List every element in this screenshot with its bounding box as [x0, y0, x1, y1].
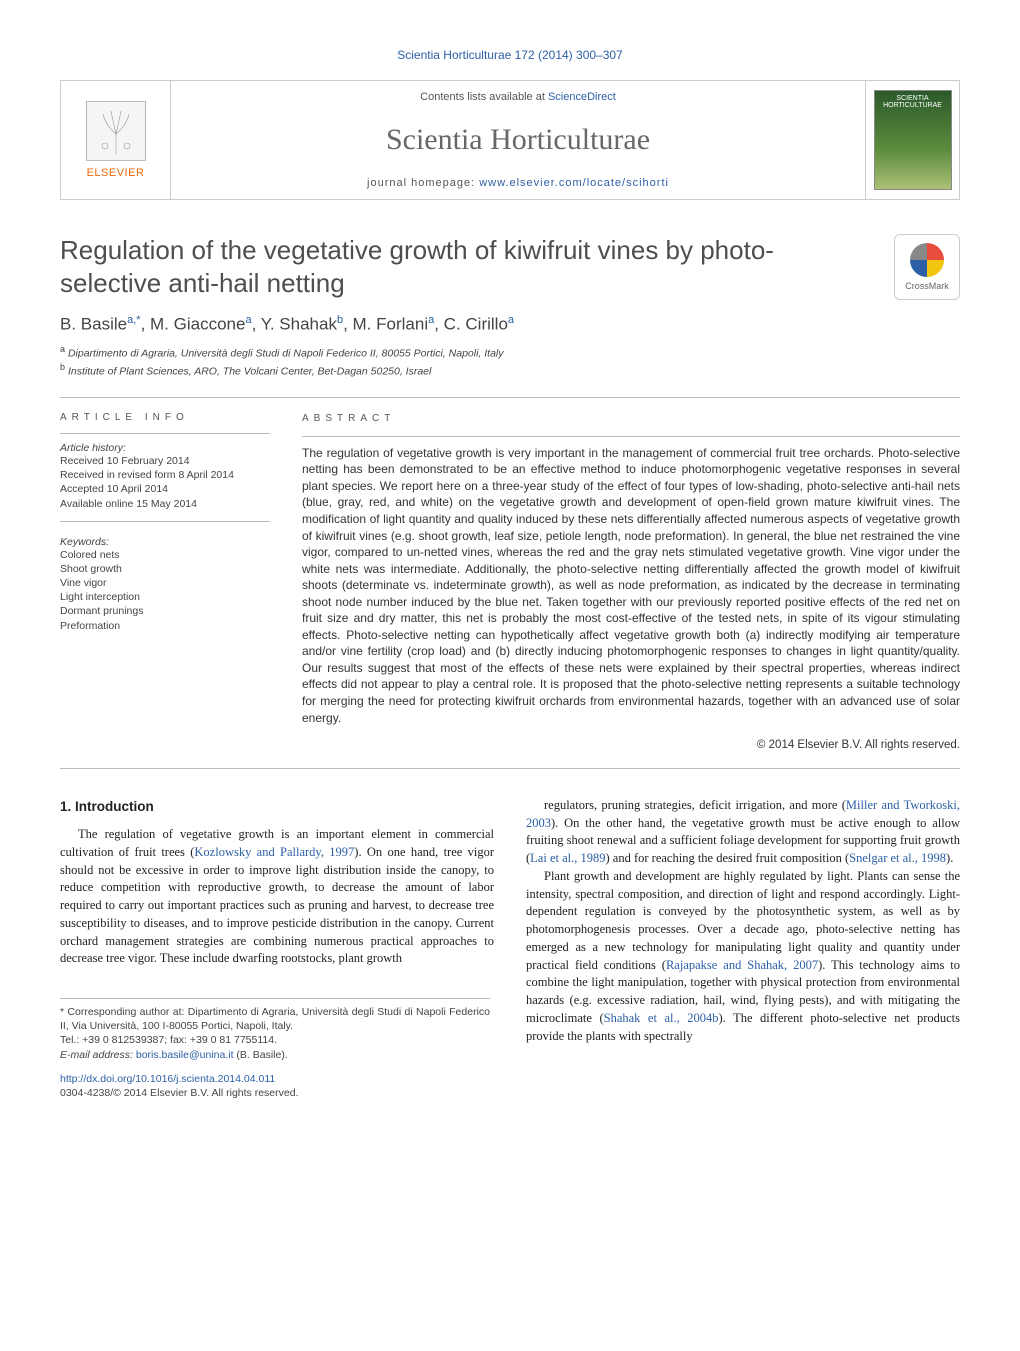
abstract-copyright: © 2014 Elsevier B.V. All rights reserved…: [302, 738, 960, 754]
journal-name: Scientia Horticulturae: [386, 123, 650, 157]
divider: [60, 521, 270, 522]
abstract-text: The regulation of vegetative growth is v…: [302, 445, 960, 726]
citation-link[interactable]: Lai et al., 1989: [530, 851, 605, 865]
keyword: Preformation: [60, 619, 270, 633]
history-line: Available online 15 May 2014: [60, 497, 270, 511]
keyword: Dormant prunings: [60, 604, 270, 618]
contents-available-line: Contents lists available at ScienceDirec…: [420, 91, 616, 103]
homepage-prefix: journal homepage:: [367, 177, 479, 189]
journal-homepage-link[interactable]: www.elsevier.com/locate/scihorti: [479, 177, 669, 189]
abstract-heading: abstract: [302, 412, 960, 426]
history-line: Received in revised form 8 April 2014: [60, 468, 270, 482]
footnotes-block: * Corresponding author at: Dipartimento …: [60, 998, 490, 1062]
email-label: E-mail address:: [60, 1049, 136, 1061]
corresponding-email-link[interactable]: boris.basile@unina.it: [136, 1049, 234, 1061]
email-suffix: (B. Basile).: [234, 1049, 288, 1061]
crossmark-label: CrossMark: [905, 281, 949, 291]
citation-link[interactable]: Snelgar et al., 1998: [849, 851, 946, 865]
elsevier-tree-icon: [86, 101, 146, 161]
body-two-column: 1. Introduction The regulation of vegeta…: [60, 797, 960, 1100]
body-right-column: regulators, pruning strategies, deficit …: [526, 797, 960, 1100]
history-line: Accepted 10 April 2014: [60, 482, 270, 496]
corresponding-author-note: * Corresponding author at: Dipartimento …: [60, 1005, 490, 1033]
affiliations-block: a Dipartimento di Agraria, Università de…: [60, 343, 960, 379]
running-head: Scientia Horticulturae 172 (2014) 300–30…: [60, 48, 960, 62]
doi-block: http://dx.doi.org/10.1016/j.scienta.2014…: [60, 1072, 494, 1100]
author-list: B. Basilea,*, M. Giacconea, Y. Shahakb, …: [60, 314, 960, 335]
divider: [60, 397, 960, 398]
abstract-column: abstract The regulation of vegetative gr…: [302, 412, 960, 754]
history-line: Received 10 February 2014: [60, 454, 270, 468]
citation-link[interactable]: Shahak et al., 2004b: [604, 1011, 719, 1025]
citation-link[interactable]: Kozlowsky and Pallardy, 1997: [194, 845, 354, 859]
publisher-name: ELSEVIER: [87, 167, 145, 179]
contact-email-line: E-mail address: boris.basile@unina.it (B…: [60, 1048, 490, 1062]
keywords-label: Keywords:: [60, 536, 270, 548]
journal-cover-thumbnail: SCIENTIA HORTICULTURAE: [874, 90, 952, 190]
keyword: Light interception: [60, 590, 270, 604]
keyword: Vine vigor: [60, 576, 270, 590]
article-title: Regulation of the vegetative growth of k…: [60, 234, 840, 299]
journal-masthead: ELSEVIER Contents lists available at Sci…: [60, 80, 960, 200]
citation-link[interactable]: Rajapakse and Shahak, 2007: [666, 958, 818, 972]
crossmark-icon: [910, 243, 944, 277]
crossmark-badge[interactable]: CrossMark: [894, 234, 960, 300]
body-paragraph: regulators, pruning strategies, deficit …: [526, 797, 960, 868]
affiliation-line: b Institute of Plant Sciences, ARO, The …: [60, 361, 960, 379]
journal-homepage-line: journal homepage: www.elsevier.com/locat…: [367, 177, 669, 189]
publisher-logo-block: ELSEVIER: [61, 81, 171, 199]
affiliation-line: a Dipartimento di Agraria, Università de…: [60, 343, 960, 361]
doi-link[interactable]: http://dx.doi.org/10.1016/j.scienta.2014…: [60, 1073, 275, 1085]
article-info-heading: article info: [60, 412, 270, 423]
section-heading: 1. Introduction: [60, 797, 494, 816]
journal-cover-block: SCIENTIA HORTICULTURAE: [865, 81, 959, 199]
body-left-column: 1. Introduction The regulation of vegeta…: [60, 797, 494, 1100]
divider: [302, 436, 960, 437]
article-info-column: article info Article history: Received 1…: [60, 412, 270, 754]
body-paragraph: The regulation of vegetative growth is a…: [60, 826, 494, 968]
contact-tel-fax: Tel.: +39 0 812539387; fax: +39 0 81 775…: [60, 1033, 490, 1047]
body-paragraph: Plant growth and development are highly …: [526, 868, 960, 1046]
article-history-label: Article history:: [60, 442, 270, 454]
citation-link[interactable]: Miller and Tworkoski, 2003: [526, 798, 960, 830]
divider: [60, 433, 270, 434]
contents-prefix: Contents lists available at: [420, 91, 548, 103]
keyword: Colored nets: [60, 548, 270, 562]
keyword: Shoot growth: [60, 562, 270, 576]
sciencedirect-link[interactable]: ScienceDirect: [548, 91, 616, 103]
issn-copyright-line: 0304-4238/© 2014 Elsevier B.V. All right…: [60, 1087, 299, 1099]
divider: [60, 768, 960, 769]
